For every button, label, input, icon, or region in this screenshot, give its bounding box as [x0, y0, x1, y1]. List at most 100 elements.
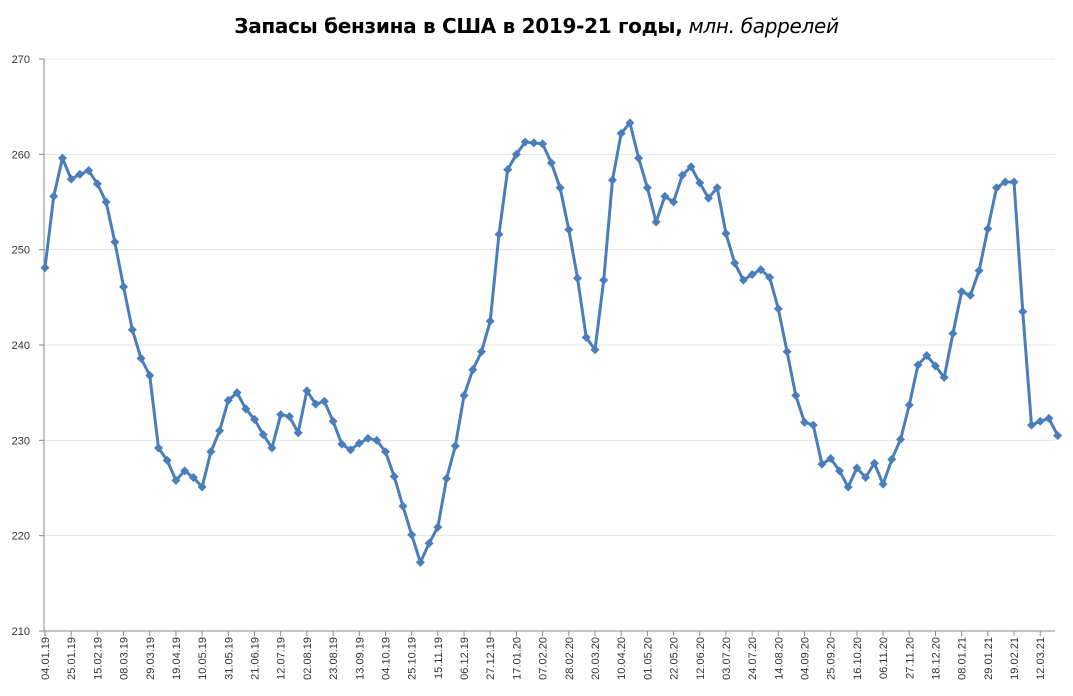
x-tick-label: 06.12.19 [459, 637, 471, 680]
data-point-marker [992, 183, 1002, 193]
series-line [43, 121, 1060, 564]
data-point-marker [407, 530, 417, 540]
data-point-marker [721, 228, 731, 238]
data-point-marker [634, 153, 644, 163]
x-tick-label: 18.12.20 [930, 637, 942, 680]
data-point-marker [258, 430, 268, 440]
data-point-marker [197, 482, 207, 492]
data-point-marker [66, 174, 76, 184]
data-point-marker [983, 224, 993, 234]
data-point-marker [84, 166, 94, 176]
data-point-marker [40, 263, 50, 273]
data-point-marker [756, 265, 766, 275]
data-point-marker [503, 165, 513, 175]
x-tick-label: 19.04.19 [171, 637, 183, 680]
data-point-marker [738, 275, 748, 285]
data-point-marker [241, 404, 251, 414]
data-point-marker [939, 372, 949, 382]
chart-title-main: Запасы бензина в США в 2019-21 годы, [234, 14, 683, 38]
x-tick-label: 21.06.19 [250, 637, 262, 680]
data-point-marker [494, 229, 504, 239]
data-point-marker [913, 360, 923, 370]
data-point-marker [1035, 416, 1045, 426]
data-point-marker [695, 178, 705, 188]
data-point-marker [49, 191, 59, 201]
data-point-marker [834, 466, 844, 476]
data-point-marker [215, 426, 225, 436]
data-point-marker [372, 435, 382, 445]
data-point-marker [424, 538, 434, 548]
x-tick-label: 10.04.20 [616, 637, 628, 680]
data-point-marker [206, 447, 216, 457]
data-point-marker [782, 347, 792, 357]
x-tick-label: 14.08.20 [773, 637, 785, 680]
x-tick-label: 12.07.19 [276, 637, 288, 680]
data-point-marker [311, 399, 321, 409]
data-point-marker [223, 395, 233, 405]
x-tick-label: 27.11.20 [904, 637, 916, 679]
data-point-marker [232, 388, 242, 398]
x-tick-label: 16.10.20 [852, 637, 864, 680]
data-point-marker [686, 162, 696, 172]
y-tick-label: 260 [12, 149, 30, 161]
data-point-marker [791, 391, 801, 401]
x-tick-label: 25.01.19 [66, 637, 78, 680]
data-point-marker [677, 170, 687, 180]
x-tick-label: 01.05.20 [642, 637, 654, 680]
data-point-marker [57, 153, 67, 163]
data-point-marker [171, 475, 181, 485]
data-point-marker [546, 158, 556, 168]
data-point-marker [607, 175, 617, 185]
data-point-marker [398, 501, 408, 511]
x-tick-label: 29.03.19 [145, 637, 157, 680]
x-tick-label: 06.11.20 [878, 637, 890, 679]
x-tick-label: 31.05.19 [223, 637, 235, 680]
data-point-marker [817, 459, 827, 469]
y-tick-label: 250 [12, 245, 30, 257]
data-point-marker [284, 412, 294, 421]
data-point-marker [1053, 431, 1063, 441]
data-point-marker [1026, 420, 1036, 430]
data-point-marker [433, 522, 443, 532]
data-point-marker [529, 138, 539, 148]
data-point-marker [573, 273, 583, 283]
data-point-marker [92, 179, 102, 189]
x-tick-label: 17.01.20 [511, 637, 523, 680]
y-tick-label: 270 [12, 54, 30, 66]
data-point-marker [477, 347, 486, 357]
data-point-marker [293, 428, 303, 438]
data-point-marker [180, 466, 190, 476]
data-point-marker [599, 275, 609, 285]
data-point-marker [616, 128, 626, 138]
x-tick-label: 08.03.19 [119, 637, 131, 680]
data-point-marker [145, 371, 155, 381]
data-point-marker [380, 447, 390, 457]
data-point-marker [1009, 177, 1019, 187]
chart-title-unit: млн. баррелей [688, 14, 839, 38]
data-point-marker [773, 304, 783, 314]
data-point-marker [965, 290, 975, 300]
data-point-marker [712, 183, 722, 193]
x-tick-label: 25.10.19 [407, 637, 419, 680]
data-point-marker [625, 118, 635, 128]
data-point-marker [669, 197, 679, 207]
x-tick-label: 28.02.20 [564, 637, 576, 680]
data-point-marker [747, 269, 757, 279]
data-point-marker [843, 482, 853, 492]
x-tick-label: 20.03.20 [590, 637, 602, 680]
data-point-marker [354, 438, 364, 448]
data-point-marker [250, 414, 260, 424]
y-tick-label: 240 [12, 340, 30, 352]
data-point-marker [319, 396, 329, 406]
data-point-marker [878, 479, 888, 489]
data-point-marker [468, 365, 478, 375]
data-point-marker [1018, 307, 1028, 317]
data-point-marker [337, 439, 347, 449]
chart-title: Запасы бензина в США в 2019-21 годы, млн… [0, 14, 1073, 38]
data-point-marker [904, 400, 914, 410]
data-point-marker [800, 417, 810, 427]
data-point-marker [127, 325, 137, 335]
data-point-marker [930, 361, 940, 371]
x-tick-label: 12.06.20 [695, 637, 707, 680]
data-point-marker [520, 137, 530, 147]
